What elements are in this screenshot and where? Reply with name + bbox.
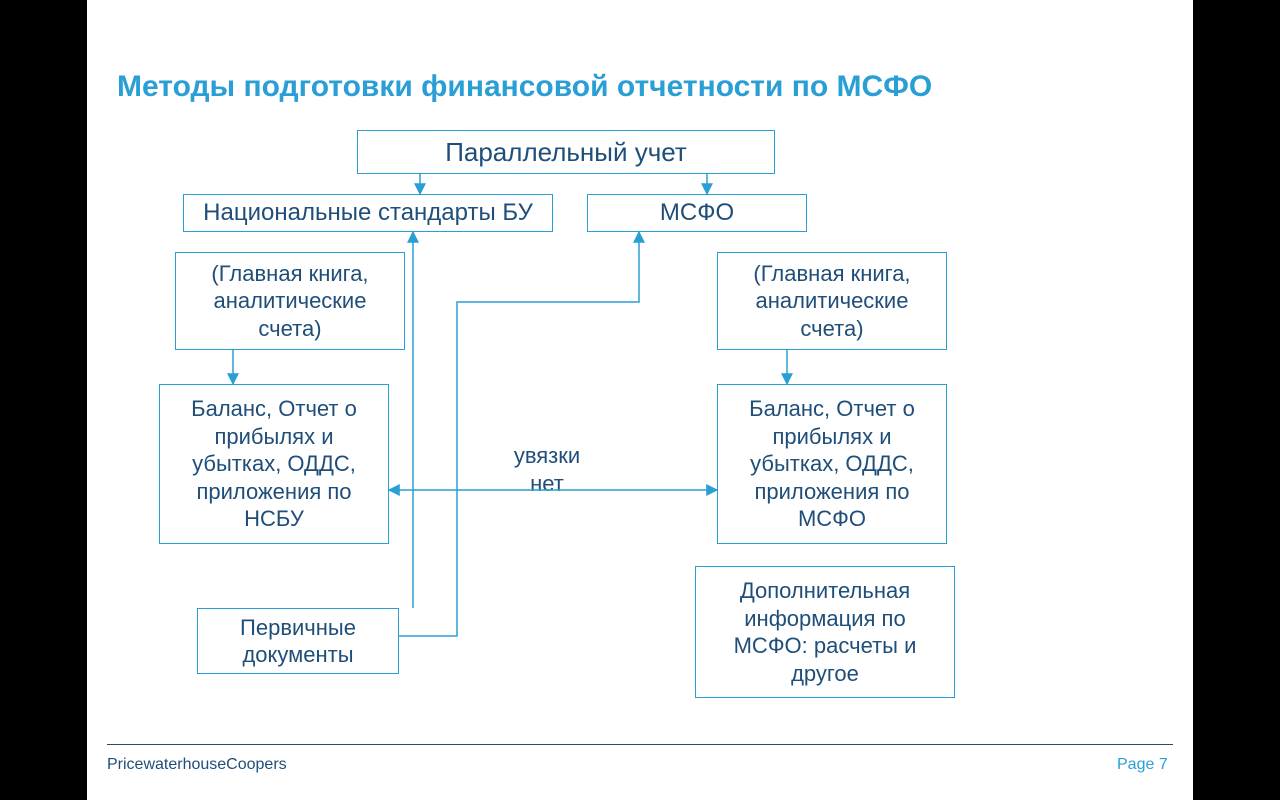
box-reports-right: Баланс, Отчет о прибылях и убытках, ОДДС… xyxy=(717,384,947,544)
box-gk-right: (Главная книга, аналитические счета) xyxy=(717,252,947,350)
box-extra-info: Дополнительная информация по МСФО: расче… xyxy=(695,566,955,698)
slide-title: Методы подготовки финансовой отчетности … xyxy=(117,70,932,104)
box-gk-left: (Главная книга, аналитические счета) xyxy=(175,252,405,350)
footer-company: PricewaterhouseCoopers xyxy=(107,756,287,774)
slide: Методы подготовки финансовой отчетности … xyxy=(87,0,1193,800)
box-reports-left: Баланс, Отчет о прибылях и убытках, ОДДС… xyxy=(159,384,389,544)
footer-page: Page 7 xyxy=(1117,756,1168,774)
label-no-link: увязки нет xyxy=(477,442,617,497)
box-primary-docs: Первичные документы xyxy=(197,608,399,674)
box-msfo: МСФО xyxy=(587,194,807,232)
box-parallel: Параллельный учет xyxy=(357,130,775,174)
arrow-primdocs-to-msfo xyxy=(399,232,639,636)
footer-divider xyxy=(107,744,1173,745)
box-national-standards: Национальные стандарты БУ xyxy=(183,194,553,232)
